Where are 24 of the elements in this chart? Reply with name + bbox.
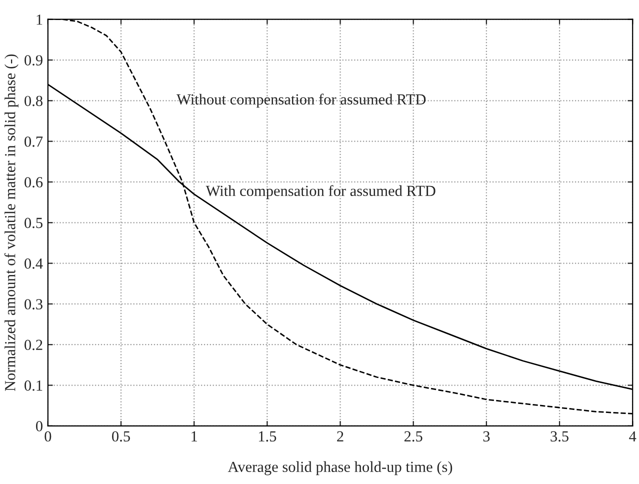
y-tick-label: 0.4 (24, 258, 43, 269)
y-tick-label: 0.2 (24, 340, 42, 350)
x-tick-label: 3 (483, 431, 490, 442)
x-tick-label: 4 (629, 431, 636, 442)
y-tick-label: 0.3 (24, 299, 42, 310)
y-tick-label: 0.1 (24, 380, 42, 391)
x-tick-label: 0 (44, 431, 52, 442)
annotation: With compensation for assumed RTD (206, 185, 436, 200)
x-axis-title: Average solid phase hold-up time (s) (228, 461, 452, 476)
x-tick-label: 3.5 (550, 431, 568, 442)
y-tick-label: 1 (36, 14, 42, 25)
y-tick-label: 0.7 (24, 136, 43, 147)
x-tick-label: 0.5 (112, 431, 130, 442)
x-tick-label: 1.5 (258, 431, 276, 442)
y-tick-label: 0.6 (24, 177, 43, 188)
x-tick-label: 2.5 (404, 431, 422, 442)
y-tick-label: 0.5 (24, 218, 42, 228)
y-tick-label: 0 (36, 421, 42, 432)
x-tick-label: 1 (192, 431, 197, 442)
x-tick-label: 2 (337, 431, 344, 442)
y-tick-label: 0.9 (24, 55, 42, 66)
y-tick-label: 0.8 (24, 96, 42, 106)
y-axis-title: Normalized amount of volatile matter in solid phase (-) (4, 54, 18, 392)
annotation: Without compensation for assumed RTD (176, 94, 426, 108)
